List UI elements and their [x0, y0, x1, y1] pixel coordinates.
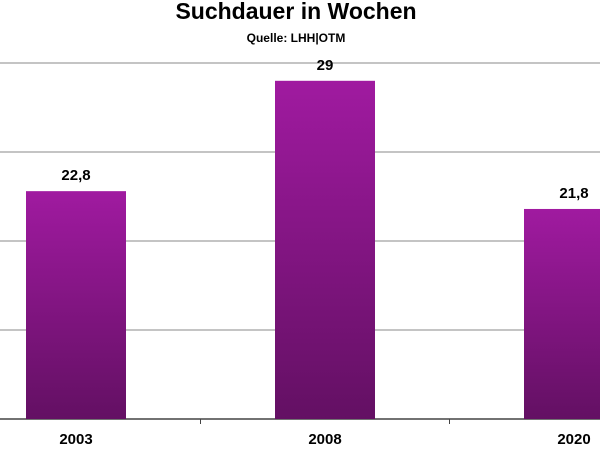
x-tick-label: 2008: [308, 431, 341, 448]
chart-subtitle: Quelle: LHH|OTM: [247, 31, 346, 45]
value-label: 29: [317, 57, 334, 74]
chart-title: Suchdauer in Wochen: [175, 0, 416, 24]
bar: [26, 191, 126, 419]
x-tick-label: 2003: [59, 431, 92, 448]
bar: [524, 208, 600, 419]
value-label: 22,8: [61, 167, 90, 184]
bar: [275, 80, 375, 420]
value-label: 21,8: [559, 185, 588, 202]
x-tick-label: 2020: [557, 431, 590, 448]
